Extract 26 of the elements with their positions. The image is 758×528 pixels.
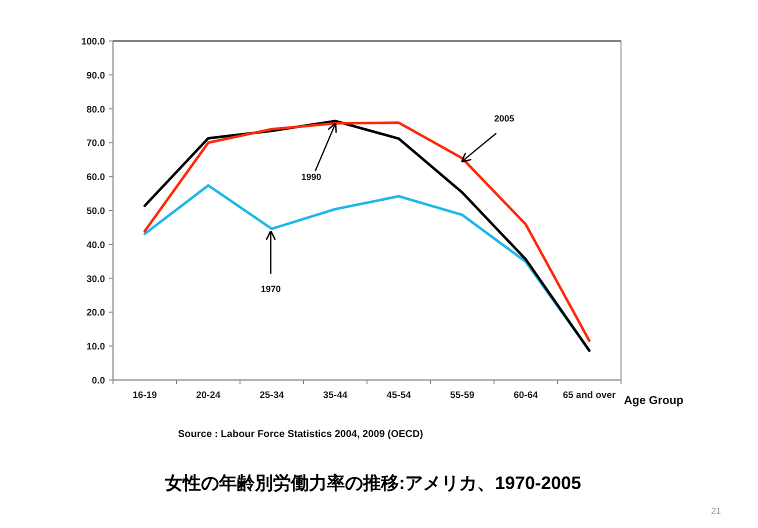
y-tick-label: 100.0 xyxy=(81,36,105,48)
annotation: 1970 xyxy=(260,284,281,294)
annotation: 1990 xyxy=(301,172,322,182)
x-tick-label: 65 and over xyxy=(562,390,616,401)
x-tick-label: 45-54 xyxy=(386,390,412,401)
y-tick-label: 20.0 xyxy=(86,308,105,319)
x-axis-title: Age Group xyxy=(624,395,684,407)
x-tick-label: 60-64 xyxy=(514,390,539,401)
x-tick-label: 25-34 xyxy=(260,390,285,401)
y-tick-label: 70.0 xyxy=(86,138,105,150)
y-tick-label: 80.0 xyxy=(86,104,105,116)
x-tick-label: 55-59 xyxy=(450,390,474,401)
x-tick-label: 16-19 xyxy=(132,390,157,401)
x-tick-label: 20-24 xyxy=(196,390,222,401)
y-tick-label: 90.0 xyxy=(86,70,105,82)
annotation: 2005 xyxy=(494,113,514,124)
y-tick-label: 30.0 xyxy=(86,274,105,285)
y-tick-label: 0.0 xyxy=(92,376,105,386)
y-tick-label: 60.0 xyxy=(86,172,105,184)
source-note: Source : Labour Force Statistics 2004, 2009 (OECD) xyxy=(178,429,424,440)
y-tick-label: 50.0 xyxy=(86,206,105,217)
text: 21 xyxy=(710,506,721,516)
x-tick-label: 35-44 xyxy=(323,390,348,401)
y-tick-label: 40.0 xyxy=(86,240,105,251)
text: 女性の年齢別労働力率の推移:アメリカ、1970-2005 xyxy=(164,473,582,493)
y-tick-label: 10.0 xyxy=(86,342,105,353)
